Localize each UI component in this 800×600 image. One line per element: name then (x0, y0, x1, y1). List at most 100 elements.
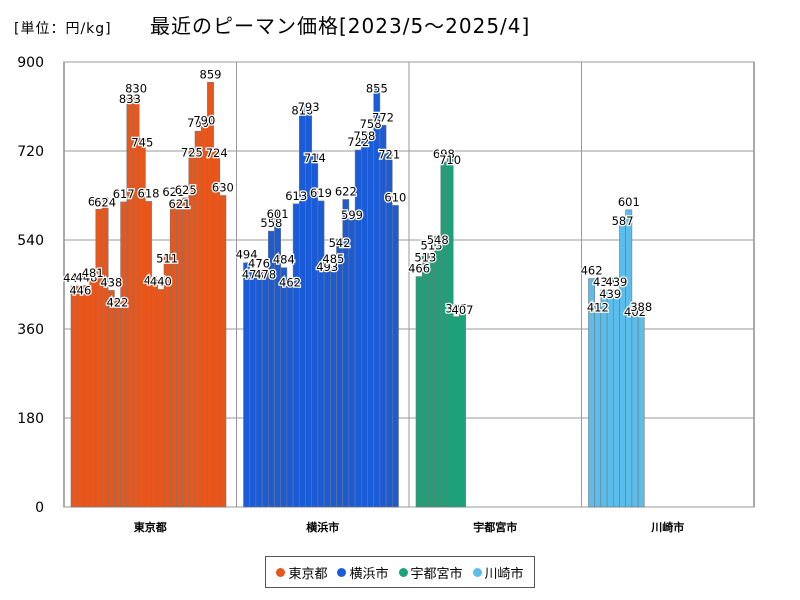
bar (70, 285, 78, 508)
bar (145, 201, 152, 508)
legend-item: 東京都 (276, 563, 327, 582)
data-label: 407 (452, 303, 474, 317)
bar (311, 153, 319, 508)
bar (182, 197, 190, 508)
data-label: 494 (236, 248, 258, 262)
x-tick-label: 東京都 (134, 520, 167, 534)
legend-label: 宇都宮市 (410, 566, 463, 582)
legend-item: 横浜市 (337, 563, 389, 582)
data-label: 772 (372, 110, 394, 124)
legend-item: 宇都宮市 (398, 563, 463, 582)
data-label: 587 (612, 214, 634, 228)
bar (421, 253, 429, 508)
bar (95, 209, 103, 508)
bar (83, 285, 90, 508)
bar (434, 235, 442, 508)
data-label: 833 (119, 92, 141, 106)
data-label: 412 (587, 300, 609, 314)
bar (367, 131, 374, 508)
data-label: 810 (291, 104, 313, 118)
data-label: 790 (193, 113, 215, 127)
data-label: 385 (445, 302, 467, 316)
data-label: 438 (100, 275, 122, 289)
data-label: 622 (335, 184, 357, 198)
legend-label: 東京都 (288, 566, 328, 582)
bar (391, 205, 399, 508)
data-label: 548 (427, 233, 449, 247)
data-label: 624 (94, 195, 116, 209)
data-label: 466 (408, 262, 430, 276)
y-tick-label: 360 (17, 322, 44, 338)
bar (120, 201, 128, 508)
data-label: 722 (347, 135, 369, 149)
bar (637, 314, 645, 508)
data-label: 439 (593, 275, 615, 289)
bar (631, 307, 639, 508)
bar (292, 203, 300, 508)
bar (428, 253, 435, 508)
data-label: 422 (107, 295, 129, 309)
data-label: 758 (360, 117, 382, 131)
data-label: 725 (181, 146, 203, 160)
legend-label: 横浜市 (349, 566, 389, 582)
bar (280, 267, 288, 508)
legend-item: 川崎市 (472, 563, 524, 582)
bar (163, 254, 171, 508)
data-label: 830 (125, 82, 147, 96)
bar (101, 198, 109, 508)
bar (219, 195, 227, 508)
legend-marker (276, 567, 286, 577)
data-label: 439 (605, 275, 627, 289)
bar (612, 289, 620, 508)
bar (249, 270, 257, 508)
bar (619, 216, 626, 508)
data-label: 758 (353, 129, 375, 143)
data-label: 793 (298, 100, 320, 114)
data-label: 601 (267, 207, 289, 221)
bar (379, 124, 387, 508)
bar (286, 278, 294, 508)
data-label: 478 (242, 268, 264, 282)
chart-title: 最近のピーマン価格[2023/5～2025/4] (150, 14, 531, 38)
data-label: 710 (439, 153, 461, 167)
data-label: 462 (279, 276, 301, 290)
x-tick-label: 宇都宮市 (473, 520, 517, 534)
data-label: 601 (618, 195, 640, 209)
bar (459, 305, 466, 508)
bar (446, 155, 454, 508)
data-label: 610 (384, 190, 406, 204)
bar (261, 270, 269, 508)
data-label: 439 (599, 287, 621, 301)
data-label: 447 (63, 271, 85, 285)
bar (317, 200, 325, 508)
bar (213, 148, 221, 508)
data-label: 446 (69, 283, 91, 297)
bar (243, 262, 250, 508)
data-label: 859 (200, 67, 222, 81)
data-label: 618 (138, 186, 160, 200)
bar (329, 266, 337, 508)
data-label: 613 (285, 189, 307, 203)
data-label: 542 (329, 236, 351, 250)
data-label: 621 (169, 197, 191, 211)
bar (305, 114, 312, 508)
data-label: 402 (624, 305, 646, 319)
data-label: 476 (248, 257, 270, 271)
data-label: 462 (581, 264, 603, 278)
bar (157, 289, 165, 508)
bar (76, 286, 84, 508)
bar (440, 161, 448, 508)
data-label: 513 (421, 238, 443, 252)
legend: 東京都 横浜市 宇都宮市 川崎市 (265, 556, 535, 588)
bar (200, 116, 208, 508)
data-label: 855 (366, 81, 388, 95)
data-label: 440 (150, 274, 172, 288)
data-label: 485 (322, 252, 344, 266)
bar (452, 316, 460, 508)
y-tick-label: 900 (17, 55, 44, 71)
y-tick-label: 180 (17, 411, 44, 427)
data-label: 630 (212, 181, 234, 195)
bar (594, 302, 602, 508)
bar (89, 268, 97, 508)
bar (625, 209, 633, 508)
